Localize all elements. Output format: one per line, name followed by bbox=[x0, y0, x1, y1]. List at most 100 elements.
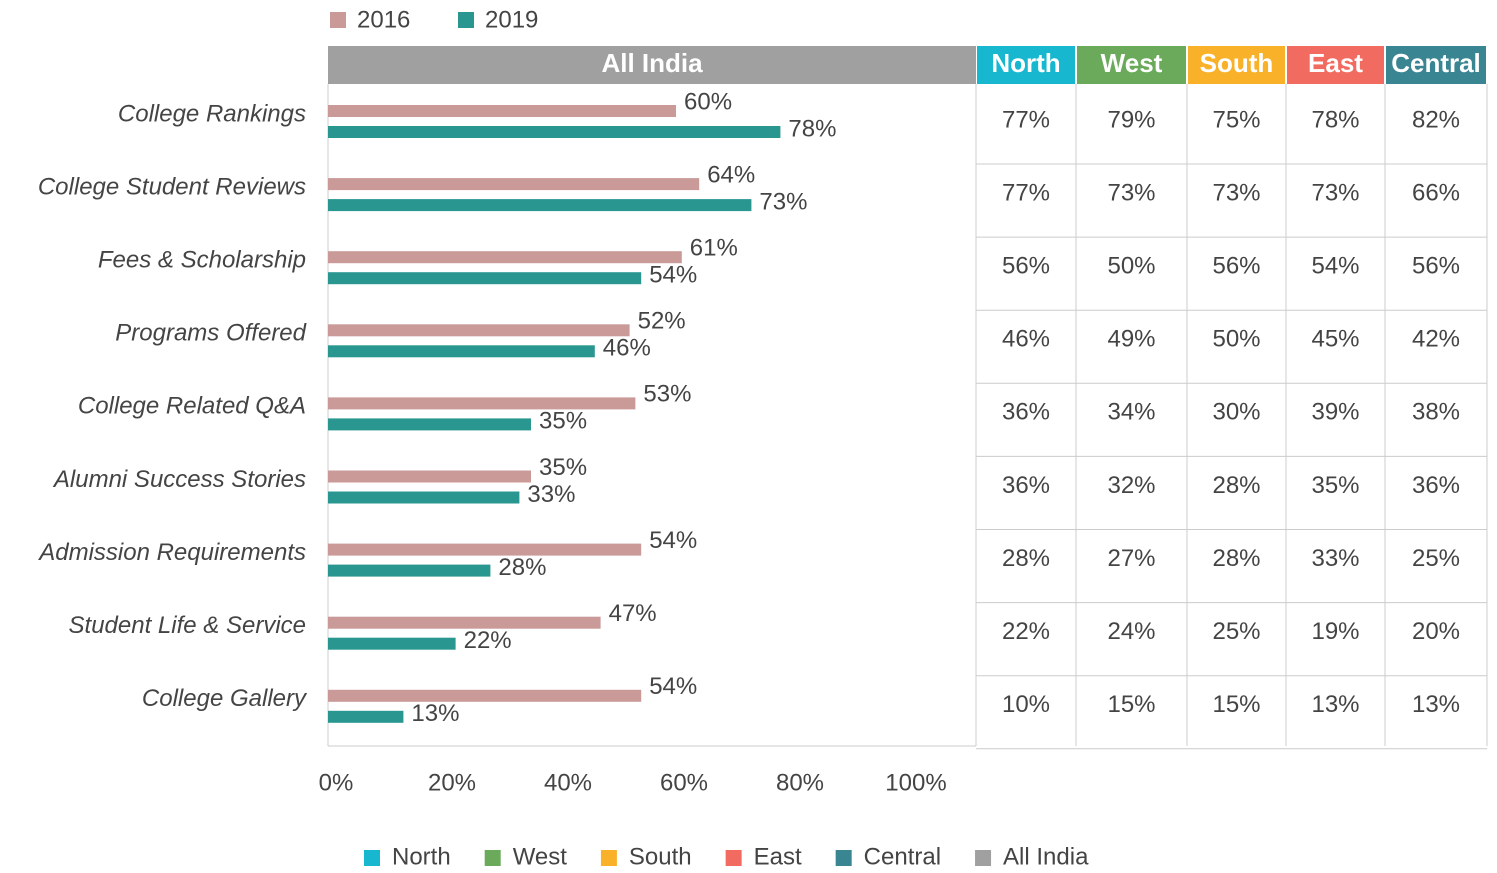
data-label: 22% bbox=[464, 627, 512, 654]
legend-label: South bbox=[629, 843, 692, 870]
table-cell: 25% bbox=[1412, 545, 1460, 572]
data-label: 47% bbox=[609, 600, 657, 627]
data-label: 54% bbox=[649, 527, 697, 554]
bar bbox=[328, 178, 700, 191]
table-cell: 28% bbox=[1212, 472, 1260, 499]
data-label: 54% bbox=[649, 262, 697, 289]
table-cell: 50% bbox=[1212, 326, 1260, 353]
bar bbox=[328, 689, 642, 702]
table-cell: 56% bbox=[1212, 253, 1260, 280]
header-cell bbox=[1287, 46, 1384, 84]
bar bbox=[328, 543, 642, 556]
table-cell: 79% bbox=[1107, 106, 1155, 133]
x-tick-label: 80% bbox=[776, 769, 824, 796]
data-label: 53% bbox=[643, 381, 691, 408]
bar bbox=[328, 564, 491, 577]
table-cell: 36% bbox=[1002, 472, 1050, 499]
table-cell: 77% bbox=[1002, 179, 1050, 206]
table-cell: 10% bbox=[1002, 691, 1050, 718]
data-label: 54% bbox=[649, 673, 697, 700]
header-label: East bbox=[1308, 48, 1363, 78]
table-cell: 33% bbox=[1311, 545, 1359, 572]
legend-swatch bbox=[484, 850, 501, 866]
legend-swatch bbox=[975, 850, 992, 866]
data-label: 60% bbox=[684, 88, 732, 115]
bar bbox=[328, 126, 781, 138]
legend-label: 2019 bbox=[485, 6, 538, 33]
bar bbox=[328, 470, 531, 483]
table-cell: 22% bbox=[1002, 618, 1050, 645]
legend-label: North bbox=[392, 843, 451, 870]
table-cell: 19% bbox=[1311, 618, 1359, 645]
table-cell: 30% bbox=[1212, 399, 1260, 426]
header-label: South bbox=[1200, 48, 1274, 78]
table-cell: 34% bbox=[1107, 399, 1155, 426]
table-cell: 73% bbox=[1107, 179, 1155, 206]
table-cell: 38% bbox=[1412, 399, 1460, 426]
legend-label: All India bbox=[1003, 843, 1089, 870]
legend-swatch bbox=[330, 12, 346, 28]
category-label: Programs Offered bbox=[115, 320, 306, 347]
bar bbox=[328, 199, 752, 212]
table-cell: 28% bbox=[1002, 545, 1050, 572]
category-label: Alumni Success Stories bbox=[52, 466, 306, 493]
data-label: 73% bbox=[759, 188, 807, 215]
header-cell bbox=[328, 46, 976, 84]
x-tick-label: 0% bbox=[319, 769, 354, 796]
data-label: 33% bbox=[527, 481, 575, 508]
data-label: 52% bbox=[638, 308, 686, 335]
data-label: 28% bbox=[498, 554, 546, 581]
table-cell: 78% bbox=[1311, 106, 1359, 133]
legend-swatch bbox=[364, 850, 380, 866]
bar bbox=[328, 637, 456, 650]
header-label: West bbox=[1101, 48, 1163, 78]
header-cell bbox=[1077, 46, 1186, 84]
header-label: All India bbox=[601, 48, 703, 78]
x-tick-label: 100% bbox=[885, 769, 946, 796]
x-tick-label: 40% bbox=[544, 769, 592, 796]
bar bbox=[328, 491, 520, 504]
table-cell: 15% bbox=[1212, 691, 1260, 718]
header-label: North bbox=[991, 48, 1060, 78]
category-label: Student Life & Service bbox=[69, 612, 306, 639]
bar bbox=[328, 616, 601, 629]
legend-label: 2016 bbox=[357, 6, 410, 33]
table-cell: 46% bbox=[1002, 326, 1050, 353]
table-cell: 66% bbox=[1412, 179, 1460, 206]
table-cell: 77% bbox=[1002, 106, 1050, 133]
data-label: 46% bbox=[603, 335, 651, 362]
category-label: College Related Q&A bbox=[78, 393, 306, 420]
table-cell: 32% bbox=[1107, 472, 1155, 499]
legend-label: Central bbox=[864, 843, 941, 870]
category-label: Admission Requirements bbox=[37, 539, 306, 566]
data-label: 13% bbox=[411, 700, 459, 727]
legend-swatch bbox=[458, 12, 474, 28]
table-cell: 36% bbox=[1002, 399, 1050, 426]
table-cell: 27% bbox=[1107, 545, 1155, 572]
category-label: College Gallery bbox=[142, 685, 308, 712]
table-cell: 45% bbox=[1311, 326, 1359, 353]
data-label: 64% bbox=[707, 161, 755, 188]
x-tick-label: 20% bbox=[428, 769, 476, 796]
data-label: 61% bbox=[690, 235, 738, 262]
data-label: 78% bbox=[788, 115, 836, 142]
legend-swatch bbox=[835, 850, 852, 866]
table-cell: 56% bbox=[1002, 253, 1050, 280]
legend-swatch bbox=[725, 850, 742, 866]
data-label: 35% bbox=[539, 454, 587, 481]
bar bbox=[328, 251, 682, 264]
header-cell bbox=[1188, 46, 1285, 84]
legend-swatch bbox=[600, 850, 617, 866]
table-cell: 50% bbox=[1107, 253, 1155, 280]
bar bbox=[328, 105, 676, 117]
table-cell: 13% bbox=[1412, 691, 1460, 718]
table-cell: 54% bbox=[1311, 253, 1359, 280]
table-cell: 73% bbox=[1311, 179, 1359, 206]
header-cell bbox=[1386, 46, 1486, 84]
bar bbox=[328, 324, 630, 337]
table-cell: 56% bbox=[1412, 253, 1460, 280]
table-cell: 28% bbox=[1212, 545, 1260, 572]
table-cell: 36% bbox=[1412, 472, 1460, 499]
